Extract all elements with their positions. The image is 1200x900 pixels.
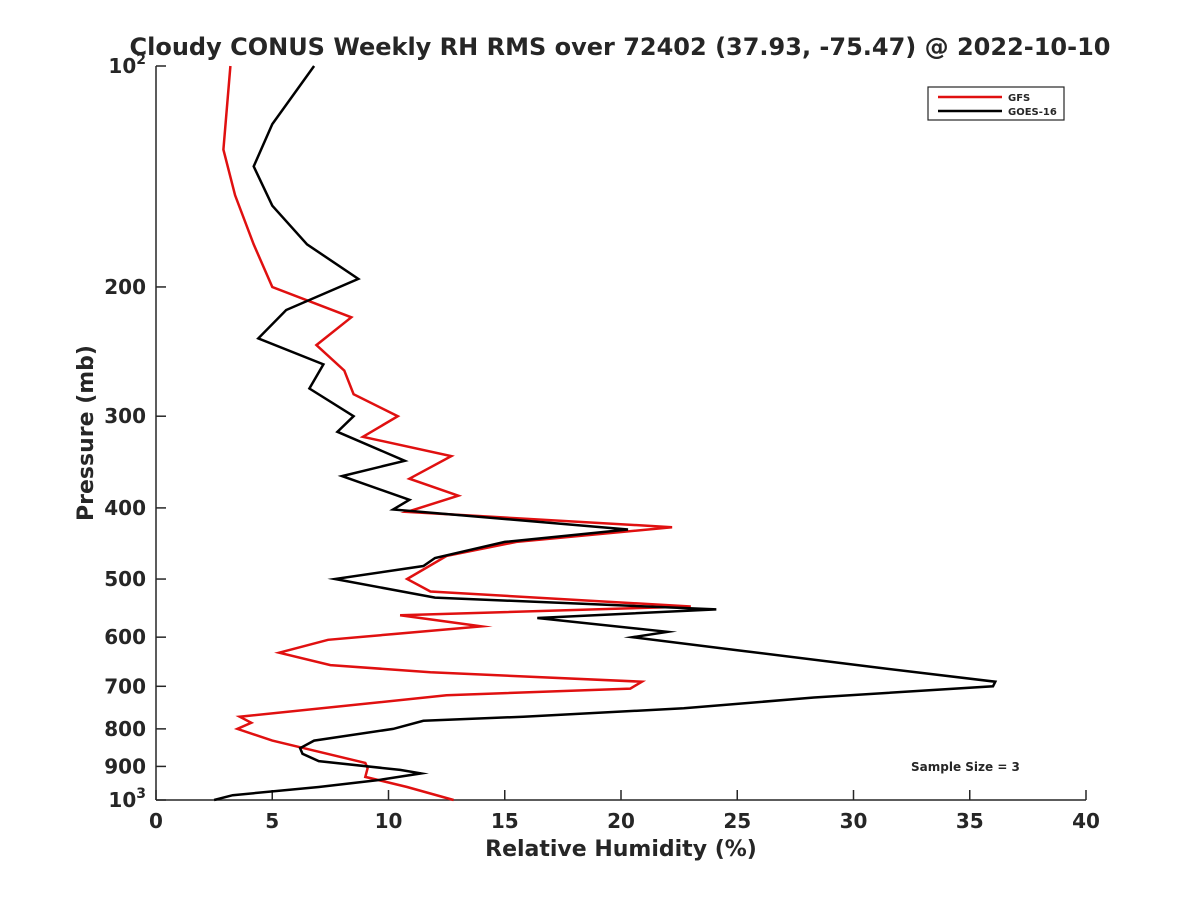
series-layer bbox=[213, 65, 998, 802]
y-tick-label: 900 bbox=[104, 754, 146, 778]
y-tick-label: 200 bbox=[104, 275, 146, 299]
x-tick-label: 5 bbox=[265, 809, 279, 833]
series-line-gfs bbox=[222, 65, 691, 802]
y-tick-label: 800 bbox=[104, 717, 146, 741]
x-tick-label: 20 bbox=[607, 809, 635, 833]
x-tick-label: 35 bbox=[956, 809, 984, 833]
series-line-goes16 bbox=[213, 65, 998, 802]
legend-label-goes16: GOES-16 bbox=[1008, 107, 1057, 118]
legend-label-gfs: GFS bbox=[1008, 93, 1030, 104]
y-tick-label: 500 bbox=[104, 567, 146, 591]
x-tick-label: 15 bbox=[491, 809, 519, 833]
plot-area: 0 5 10 15 20 25 30 35 40 102 200 300 400 500 600 700 800… bbox=[104, 52, 1100, 833]
x-tick-label: 10 bbox=[375, 809, 403, 833]
y-axis-label: Pressure (mb) bbox=[74, 345, 99, 521]
y-tick-label: 600 bbox=[104, 625, 146, 649]
y-tick-label: 103 bbox=[108, 786, 146, 812]
y-tick-label: 700 bbox=[104, 674, 146, 698]
y-tick-label: 102 bbox=[108, 52, 146, 78]
chart-title: Cloudy CONUS Weekly RH RMS over 72402 (3… bbox=[130, 33, 1111, 61]
y-tick-label: 300 bbox=[104, 404, 146, 428]
x-axis-label: Relative Humidity (%) bbox=[485, 837, 757, 862]
sample-size-annotation: Sample Size = 3 bbox=[911, 760, 1020, 774]
x-tick-label: 25 bbox=[723, 809, 751, 833]
legend-box bbox=[927, 86, 1065, 121]
x-tick-label: 30 bbox=[840, 809, 868, 833]
y-tick-label: 400 bbox=[104, 496, 146, 520]
axis-ticks: 0 5 10 15 20 25 30 35 40 102 200 300 400 500 600 700 800… bbox=[104, 52, 1100, 833]
legend: GFS GOES-16 bbox=[927, 86, 1065, 121]
x-tick-label: 0 bbox=[149, 809, 163, 833]
x-tick-label: 40 bbox=[1072, 809, 1100, 833]
